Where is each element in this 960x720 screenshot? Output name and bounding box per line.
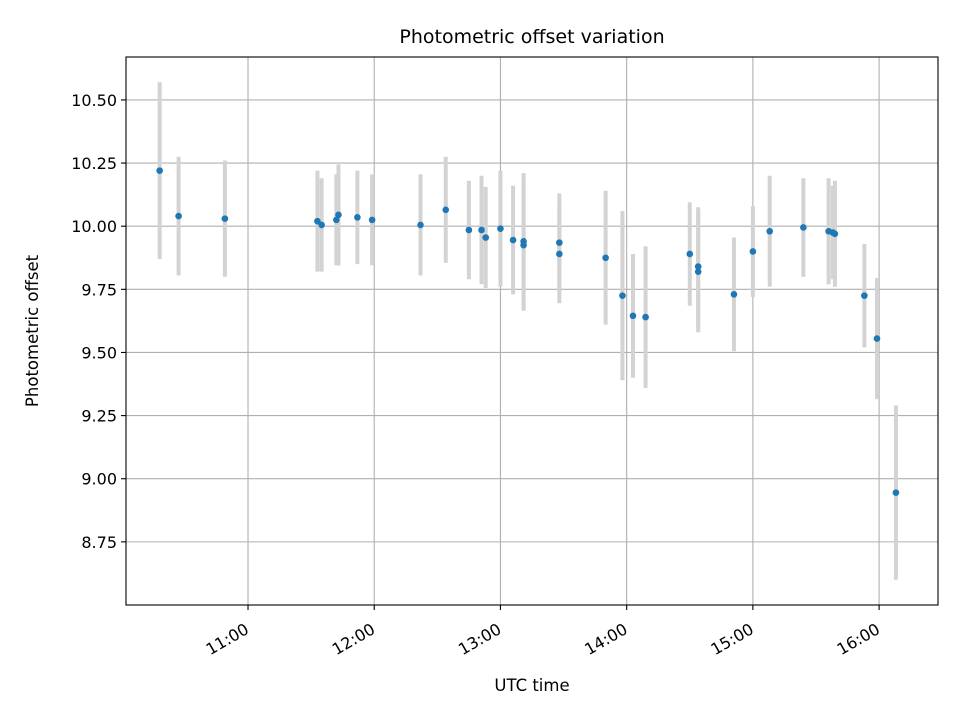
data-point (694, 268, 702, 275)
data-point (602, 254, 609, 262)
data-point (417, 221, 424, 229)
data-point (694, 263, 702, 270)
grid (126, 57, 938, 605)
data-point (354, 214, 361, 221)
y-axis-ticks: 10.50 10.25 10.00 9.75 9.50 9.25 9.00 8.75 (71, 91, 126, 552)
data-point (556, 239, 563, 246)
y-tick-label: 10.25 (71, 154, 117, 173)
data-point (642, 313, 649, 321)
y-axis-title: Photometric offset (23, 254, 42, 407)
y-tick-label: 10.00 (71, 217, 117, 236)
data-point (368, 216, 376, 224)
data-point (749, 248, 757, 255)
data-point (442, 206, 450, 214)
chart-title: Photometric offset variation (399, 26, 664, 48)
data-point (629, 312, 637, 320)
data-point (497, 225, 504, 233)
y-tick-label: 9.25 (81, 407, 117, 426)
x-tick-label: 16:00 (834, 619, 883, 659)
y-tick-label: 10.50 (71, 91, 117, 110)
data-point (175, 212, 182, 220)
data-point (892, 489, 900, 496)
x-tick-label: 14:00 (581, 619, 630, 659)
plot-frame (125, 56, 939, 606)
data-point (333, 216, 340, 224)
data-point (465, 226, 473, 234)
x-tick-label: 12:00 (329, 619, 378, 659)
data-point (831, 230, 839, 238)
data-point (482, 234, 490, 241)
data-point (478, 226, 485, 234)
y-tick-label: 9.75 (81, 280, 117, 299)
x-tick-label: 15:00 (707, 619, 756, 659)
data-point (861, 292, 868, 299)
x-axis-ticks: 11:00 12:00 13:00 14:00 15:00 16:00 (203, 605, 883, 659)
data-point (619, 292, 626, 299)
data-point (314, 217, 321, 225)
data-point (156, 167, 163, 174)
data-point (730, 291, 738, 298)
data-point (318, 221, 325, 229)
y-tick-label: 9.50 (81, 343, 117, 362)
data-points (156, 167, 900, 496)
data-point (800, 224, 807, 231)
data-point (686, 250, 694, 258)
data-point (766, 227, 774, 235)
data-point (335, 211, 342, 219)
data-point (509, 236, 517, 244)
data-point (556, 250, 563, 258)
data-point (221, 215, 229, 222)
y-tick-label: 9.00 (81, 470, 117, 489)
x-axis-title: UTC time (494, 676, 569, 695)
x-tick-label: 13:00 (455, 619, 504, 659)
error-bars (157, 82, 898, 580)
y-tick-label: 8.75 (81, 533, 117, 552)
data-point (873, 335, 881, 342)
data-point (520, 241, 527, 249)
x-tick-label: 11:00 (203, 619, 252, 659)
